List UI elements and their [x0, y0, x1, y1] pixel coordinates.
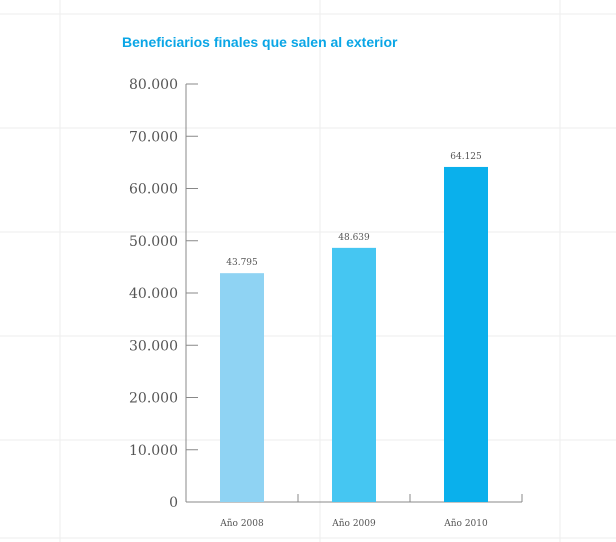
y-tick-label: 40.000 — [129, 286, 178, 302]
y-tick-label: 80.000 — [129, 77, 178, 93]
x-tick-label: Año 2009 — [331, 519, 376, 529]
y-tick-label: 50.000 — [129, 234, 178, 250]
y-tick-label: 60.000 — [129, 182, 178, 198]
bar-value-label: 43.795 — [226, 258, 258, 268]
y-tick-label: 0 — [169, 495, 178, 511]
y-tick-label: 30.000 — [129, 338, 178, 354]
bar — [444, 166, 488, 502]
y-tick-label: 10.000 — [129, 443, 178, 459]
bar — [220, 273, 264, 502]
y-tick-label: 20.000 — [129, 391, 178, 407]
chart-title: Beneficiarios finales que salen al exter… — [122, 34, 398, 50]
bar-value-label: 64.125 — [450, 152, 482, 162]
x-tick-label: Año 2008 — [219, 519, 264, 529]
y-tick-label: 70.000 — [129, 129, 178, 145]
x-tick-label: Año 2010 — [443, 519, 488, 529]
bar — [332, 247, 376, 502]
bar-value-label: 48.639 — [338, 233, 370, 243]
